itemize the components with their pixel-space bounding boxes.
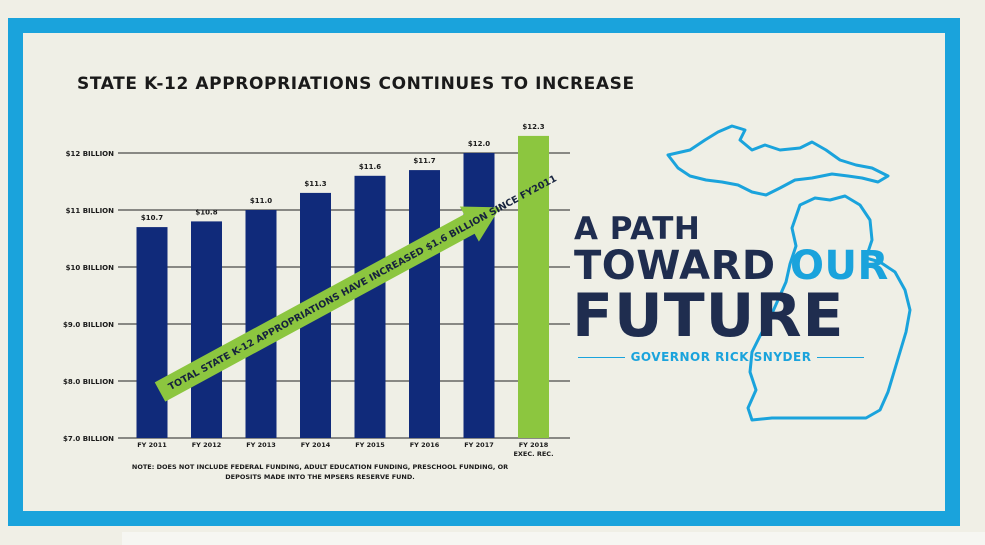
x-tick-label: FY 2012 — [192, 441, 222, 449]
arrow-shape — [154, 206, 501, 402]
chart-note: NOTE: DOES NOT INCLUDE FEDERAL FUNDING, … — [131, 463, 509, 481]
bar — [191, 221, 222, 438]
bottom-strip — [122, 532, 985, 545]
brand-line-3: FUTURE — [572, 281, 845, 351]
data-label: $12.0 — [468, 140, 490, 148]
governor-name: GOVERNOR RICK SNYDER — [630, 350, 812, 364]
bar — [409, 170, 440, 438]
upper-peninsula-shape — [666, 124, 890, 197]
x-tick-label: FY 2016 — [410, 441, 440, 449]
data-label: $10.8 — [195, 208, 217, 216]
y-tick-label: $7.0 BILLION — [63, 435, 114, 443]
brand-line-2: TOWARD OUR — [574, 246, 889, 286]
lower-peninsula-shape — [746, 194, 912, 422]
bar — [463, 153, 495, 438]
x-tick-label: FY 2014 — [301, 441, 331, 449]
y-tick-label: $11 BILLION — [66, 207, 114, 215]
brand-line-1: A PATH — [574, 211, 701, 247]
data-label: $11.3 — [304, 180, 326, 188]
x-tick-label: FY 2015 — [355, 441, 385, 449]
x-tick-label: FY 2013 — [246, 441, 276, 449]
data-label: $12.3 — [522, 123, 544, 131]
bar — [518, 135, 549, 438]
data-label: $11.7 — [413, 157, 435, 165]
y-tick-label: $10 BILLION — [66, 264, 114, 272]
x-tick-label: FY 2018 — [519, 441, 549, 449]
bar — [354, 175, 386, 439]
governor-subtitle: GOVERNOR RICK SNYDER — [578, 348, 865, 366]
chart-title: STATE K-12 APPROPRIATIONS CONTINUES TO I… — [77, 74, 635, 94]
subtitle-rule-left — [578, 356, 625, 358]
data-label: $11.0 — [250, 197, 272, 205]
bar — [136, 227, 168, 438]
y-tick-label: $12 BILLION — [66, 150, 114, 158]
brand-word-our: OUR — [790, 243, 889, 289]
y-tick-label: $8.0 BILLION — [63, 378, 114, 386]
y-tick-label: $9.0 BILLION — [63, 321, 114, 329]
x-tick-label: EXEC. REC. — [513, 450, 553, 458]
x-tick-label: FY 2011 — [137, 441, 167, 449]
data-label: $11.6 — [359, 163, 381, 171]
data-label: $10.7 — [141, 214, 163, 222]
subtitle-rule-right — [817, 356, 865, 358]
x-tick-label: FY 2017 — [464, 441, 494, 449]
brand-word-toward: TOWARD — [574, 243, 776, 289]
